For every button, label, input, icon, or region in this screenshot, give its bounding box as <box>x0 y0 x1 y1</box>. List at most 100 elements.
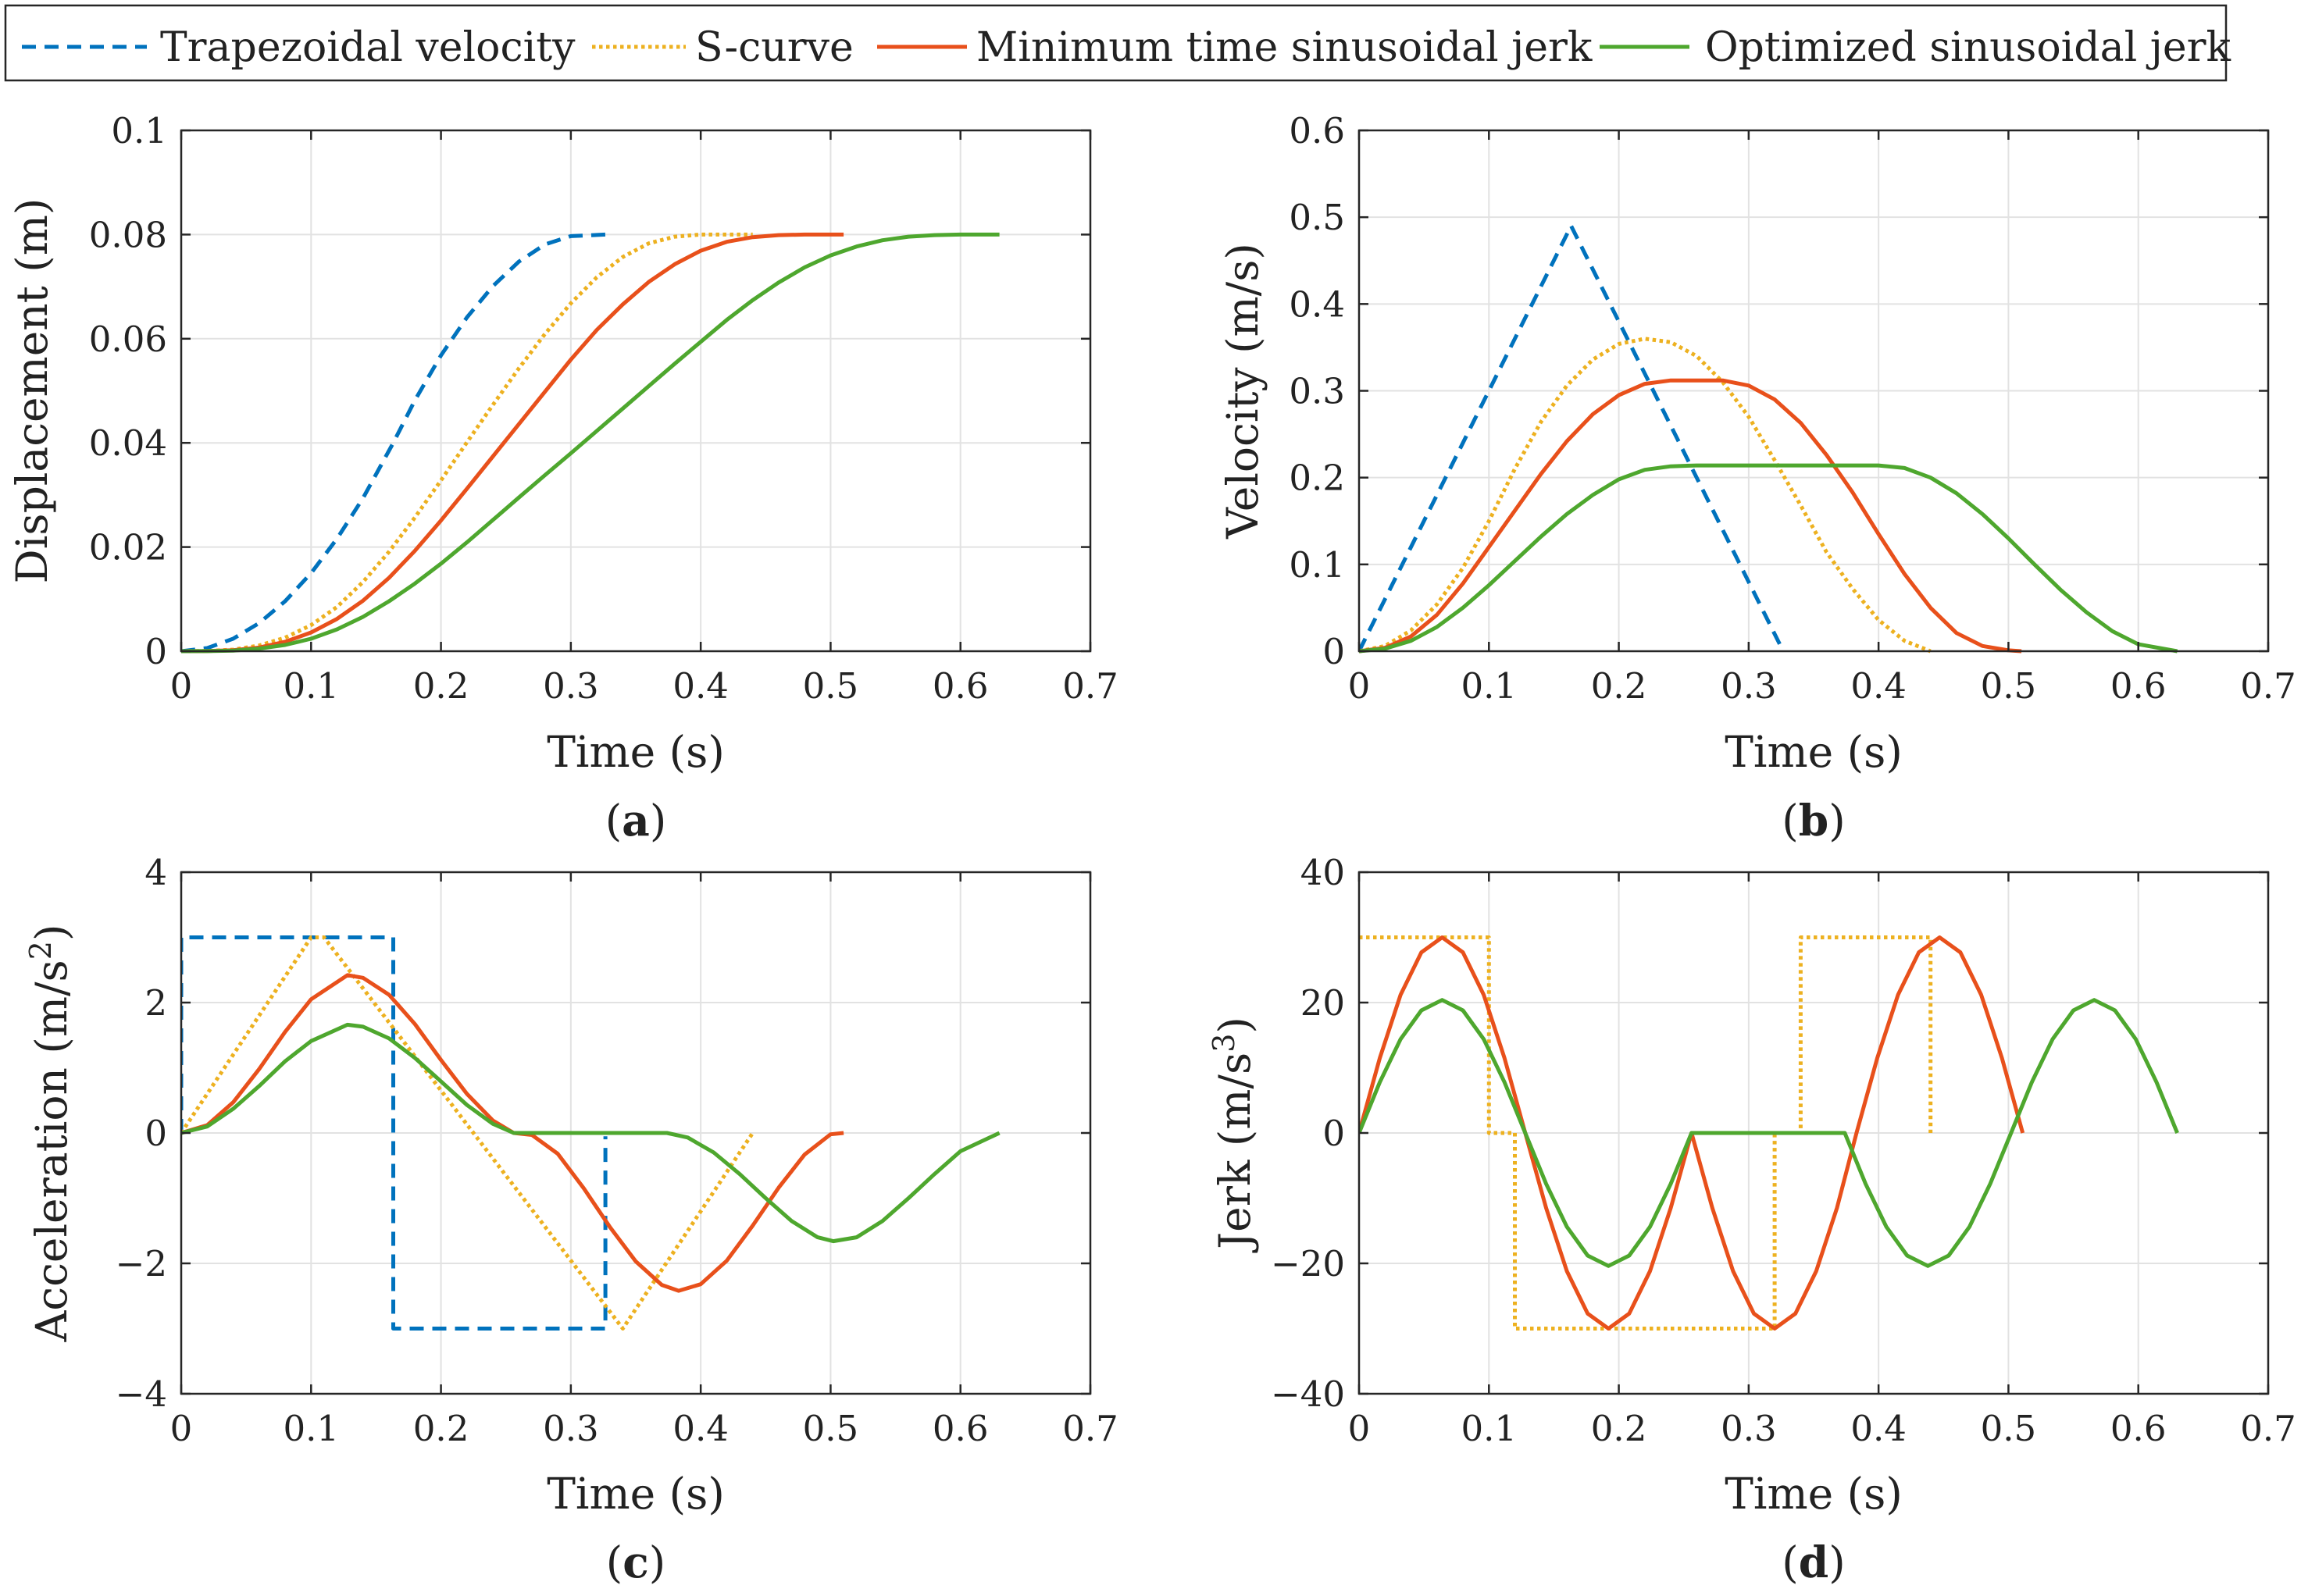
x-tick-label: 0.3 <box>1721 665 1777 707</box>
x-axis-title: Time (s) <box>1725 727 1903 777</box>
panel-caption: (b) <box>1782 795 1845 846</box>
series-optimized-sinusoidal-jerk <box>181 1022 1001 1244</box>
x-tick-label: 0.2 <box>413 665 469 707</box>
y-tick-label: 0.5 <box>1289 197 1345 238</box>
x-tick-label: 0 <box>170 1408 193 1449</box>
caption-paren-close: ) <box>649 1537 665 1587</box>
y-tick-label: 0.6 <box>1289 110 1345 151</box>
x-tick-label: 0.2 <box>1591 665 1647 707</box>
y-tick-label: −4 <box>116 1373 167 1415</box>
series-group <box>1359 223 2178 654</box>
x-tick-label: 0.4 <box>1850 1408 1907 1449</box>
caption-letter: c <box>623 1537 649 1587</box>
caption-letter: d <box>1799 1537 1828 1587</box>
y-tick-label: 0.04 <box>89 422 167 464</box>
x-tick-label: 0.4 <box>672 665 729 707</box>
y-tick-label: 0 <box>144 1113 167 1154</box>
legend-entry: Minimum time sinusoidal jerk <box>877 24 1593 71</box>
x-axis-title: Time (s) <box>547 1469 725 1519</box>
x-tick-label: 0.4 <box>1850 665 1907 707</box>
y-axis-title: Acceleration (m/s2) <box>23 924 77 1343</box>
x-tick-label: 0 <box>1348 1408 1371 1449</box>
legend-label: Minimum time sinusoidal jerk <box>976 24 1593 71</box>
ticks: 0 0.1 0.2 0.3 0.4 0.5 0.6 0.7 −4 −2 0 2 4 <box>116 852 1118 1449</box>
x-tick-label: 0.2 <box>1591 1408 1647 1449</box>
x-tick-label: 0.2 <box>413 1408 469 1449</box>
caption-paren-open: ( <box>1782 1537 1798 1587</box>
y-tick-label: 0.06 <box>89 319 167 360</box>
y-tick-label: 0.1 <box>1289 544 1345 586</box>
y-tick-label: 0 <box>144 631 167 672</box>
legend-label: S-curve <box>695 24 854 71</box>
x-tick-label: 0.7 <box>2240 1408 2296 1449</box>
caption-letter: a <box>622 795 650 846</box>
x-tick-label: 0.1 <box>1461 1408 1517 1449</box>
y-tick-label: 0 <box>1322 631 1345 672</box>
series-optimized-sinusoidal-jerk <box>181 232 1000 654</box>
y-tick-label: 0 <box>1322 1113 1345 1154</box>
x-tick-label: 0.6 <box>933 1408 989 1449</box>
y-axis-title: Jerk (m/s3) <box>1207 1017 1260 1253</box>
ticks: 0 0.1 0.2 0.3 0.4 0.5 0.6 0.7 0 0.1 0.2 0.3 0.4 0.5 0.… <box>1289 110 2296 707</box>
y-axis-title-end: ) <box>1210 1017 1260 1033</box>
series-trapezoidal-velocity <box>181 232 606 654</box>
x-tick-label: 0.3 <box>543 665 599 707</box>
caption-paren-open: ( <box>606 1537 623 1587</box>
x-tick-label: 0 <box>170 665 193 707</box>
series-optimized-sinusoidal-jerk <box>1359 998 2179 1268</box>
x-tick-label: 0.1 <box>283 665 339 707</box>
x-axis-title: Time (s) <box>547 727 725 777</box>
caption-paren-close: ) <box>1828 796 1845 846</box>
y-tick-label: 0.3 <box>1289 371 1345 412</box>
caption-paren-close: ) <box>650 796 666 846</box>
series-minimum-time-sinusoidal-jerk <box>181 232 844 654</box>
x-tick-label: 0.5 <box>803 665 859 707</box>
legend-label: Optimized sinusoidal jerk <box>1705 24 2231 71</box>
y-tick-label: −20 <box>1271 1243 1345 1284</box>
x-tick-label: 0.7 <box>1062 1408 1118 1449</box>
series-optimized-sinusoidal-jerk <box>1359 463 2178 654</box>
ticks: 0 0.1 0.2 0.3 0.4 0.5 0.6 0.7 0 0.02 0.04 0.06 0.08 0… <box>89 110 1118 707</box>
y-tick-label: 0.1 <box>111 110 167 151</box>
x-tick-label: 0.1 <box>1461 665 1517 707</box>
panel-a-displacement: 0 0.1 0.2 0.3 0.4 0.5 0.6 0.7 0 0.02 0.04 0.06 0.08 0… <box>7 110 1118 846</box>
x-tick-label: 0.7 <box>2240 665 2296 707</box>
x-tick-label: 0.3 <box>543 1408 599 1449</box>
legend-box <box>4 4 2228 82</box>
y-tick-label: 2 <box>144 982 167 1024</box>
series-minimum-time-sinusoidal-jerk <box>1359 378 2022 654</box>
y-axis-title: Velocity (m/s) <box>1218 243 1268 540</box>
x-tick-label: 0.5 <box>803 1408 859 1449</box>
y-tick-label: 4 <box>144 852 167 893</box>
caption-letter: b <box>1799 795 1828 846</box>
x-axis-title: Time (s) <box>1725 1469 1903 1519</box>
y-tick-label: 0.2 <box>1289 458 1345 499</box>
x-tick-label: 0.3 <box>1721 1408 1777 1449</box>
x-tick-label: 0.6 <box>2110 1408 2167 1449</box>
legend-label: Trapezoidal velocity <box>160 24 576 71</box>
series-group <box>181 935 1001 1331</box>
x-tick-label: 0.5 <box>1981 1408 2037 1449</box>
caption-paren-open: ( <box>605 796 622 846</box>
legend: Trapezoidal velocity S-curve Minimum time … <box>4 4 2231 82</box>
y-axis-title-text: Displacement (m) <box>7 198 57 584</box>
panel-caption: (d) <box>1782 1537 1845 1587</box>
y-axis-title-superscript: 2 <box>23 941 58 960</box>
legend-entry: S-curve <box>592 24 854 71</box>
panel-caption: (c) <box>606 1537 665 1587</box>
series-trapezoidal-velocity <box>181 935 608 1331</box>
y-tick-label: 0.08 <box>89 214 167 255</box>
y-tick-label: −2 <box>116 1243 167 1284</box>
x-tick-label: 0.5 <box>1981 665 2037 707</box>
caption-paren-open: ( <box>1782 796 1798 846</box>
y-axis-title-text: Velocity (m/s) <box>1218 243 1268 540</box>
y-axis-title-text: Acceleration (m/s <box>27 960 77 1342</box>
y-tick-label: −40 <box>1271 1373 1345 1415</box>
axes-frame <box>180 129 1092 653</box>
x-tick-label: 0.7 <box>1062 665 1118 707</box>
y-axis-title-text: Jerk (m/s <box>1210 1053 1260 1253</box>
panel-c-acceleration: 0 0.1 0.2 0.3 0.4 0.5 0.6 0.7 −4 −2 0 2 4 Time (s) Acc… <box>23 852 1118 1587</box>
x-tick-label: 0.6 <box>933 665 989 707</box>
panel-caption: (a) <box>605 795 667 846</box>
ticks: 0 0.1 0.2 0.3 0.4 0.5 0.6 0.7 −40 −20 0 20 40 <box>1271 852 2296 1449</box>
